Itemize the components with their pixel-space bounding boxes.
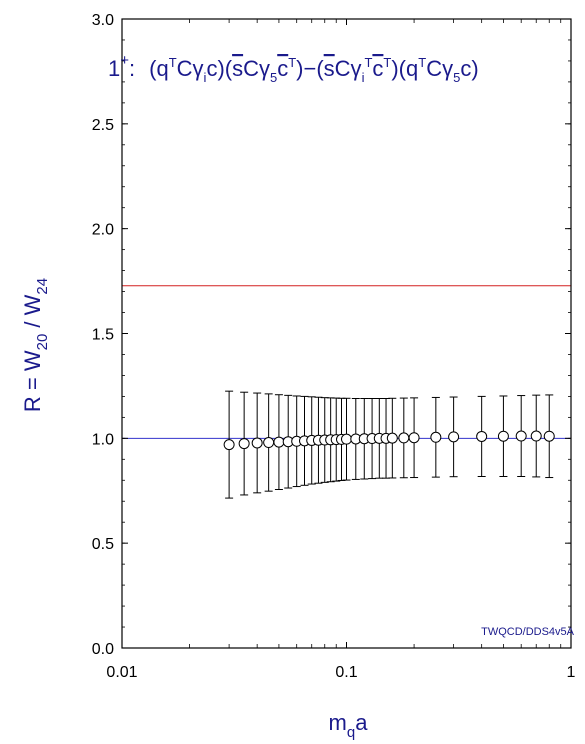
data-point <box>430 431 442 443</box>
x-axis-title: mqa <box>329 710 369 741</box>
axis-ticks <box>121 18 572 649</box>
x-tick-labels: 0.01 0.1 1 <box>106 664 575 681</box>
y-tick-labels: 0.0 0.5 1.0 1.5 2.0 2.5 3.0 <box>92 12 114 658</box>
data-point <box>497 430 509 442</box>
y-tick-label: 2.5 <box>92 117 114 134</box>
data-point <box>530 430 542 442</box>
data-point <box>408 432 420 444</box>
data-point <box>341 433 352 445</box>
y-tick-label: 1.0 <box>92 431 114 448</box>
data-point <box>238 438 250 450</box>
y-tick-label: 1.5 <box>92 327 114 344</box>
data-point <box>515 430 527 442</box>
plot-title: 1+: (qTCγic)(sCγ5cT)−(sCγiTcT)(qTCγ5c) <box>108 52 479 85</box>
data-point <box>448 431 460 443</box>
data-point <box>543 430 555 442</box>
y-tick-label: 0.0 <box>92 641 114 658</box>
data-point <box>223 439 235 451</box>
x-tick-label: 0.01 <box>106 664 137 681</box>
y-tick-label: 2.0 <box>92 222 114 239</box>
watermark-label: TWQCD/DDS4v5A <box>481 626 575 638</box>
data-point <box>251 437 263 449</box>
x-tick-label: 1 <box>567 664 576 681</box>
y-axis-title: R = W20 / W24 <box>20 278 51 412</box>
data-point <box>476 430 488 442</box>
data-point <box>398 432 410 444</box>
y-tick-label: 0.5 <box>92 536 114 553</box>
x-tick-label: 0.1 <box>335 664 357 681</box>
data-point <box>273 436 285 448</box>
y-tick-label: 3.0 <box>92 12 114 29</box>
data-point <box>263 437 275 449</box>
data-points <box>223 430 555 451</box>
data-point <box>386 432 398 444</box>
